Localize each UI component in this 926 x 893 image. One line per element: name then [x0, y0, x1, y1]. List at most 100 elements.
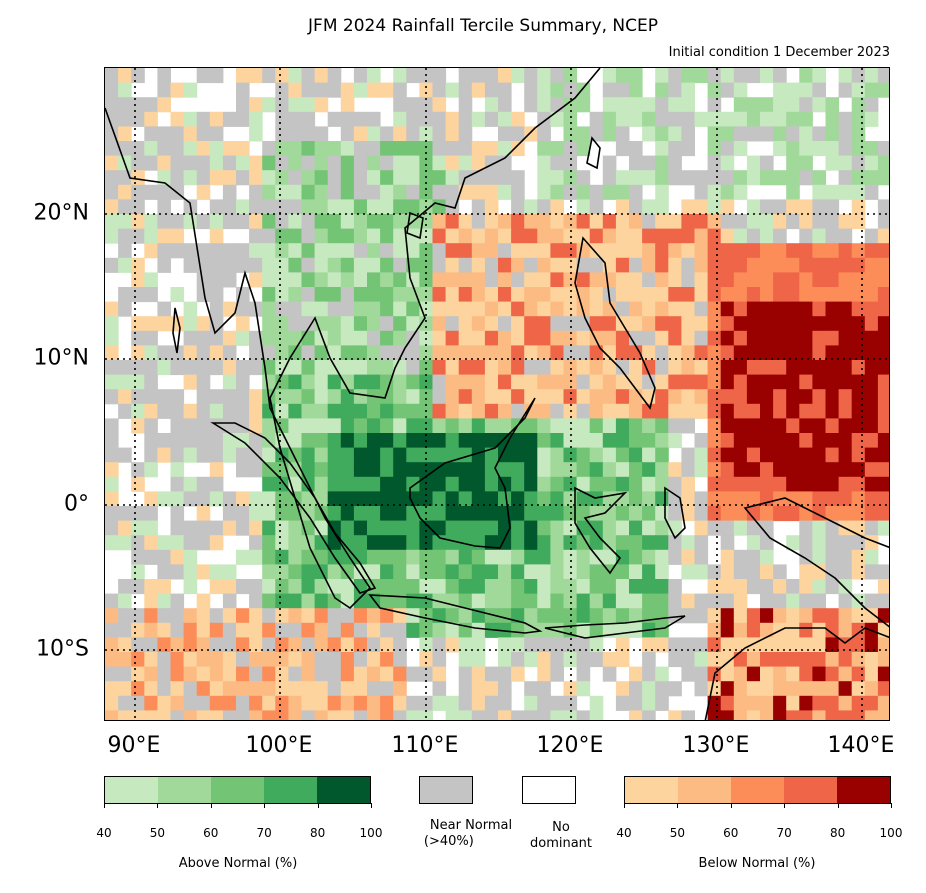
tercile-cell: [825, 228, 840, 244]
tercile-cell: [170, 141, 185, 157]
tercile-cell: [537, 228, 551, 244]
tercile-cell: [563, 491, 578, 507]
tercile-cell: [301, 301, 316, 317]
tercile-cell: [838, 622, 853, 638]
tercile-cell: [471, 462, 486, 478]
tercile-cell: [550, 330, 564, 346]
tercile-cell: [406, 403, 420, 419]
tercile-cell: [655, 316, 669, 332]
tercile-cell: [406, 170, 420, 186]
tercile-cell: [799, 316, 813, 332]
tercile-cell: [471, 257, 486, 273]
tercile-cell: [340, 681, 355, 697]
tercile-cell: [471, 652, 486, 668]
tercile-cell: [432, 403, 447, 419]
tercile-cell: [812, 637, 826, 653]
tercile-cell: [327, 637, 342, 653]
tercile-cell: [524, 82, 538, 98]
tercile-cell: [222, 272, 237, 288]
tercile-cell: [629, 535, 643, 551]
tercile-cell: [275, 476, 289, 492]
tercile-cell: [629, 141, 643, 157]
tercile-cell: [340, 97, 355, 113]
tercile-cell: [157, 360, 171, 376]
tercile-cell: [209, 608, 224, 624]
tercile-cell: [629, 622, 643, 638]
tercile-cell: [105, 622, 119, 638]
tercile-cell: [812, 652, 826, 668]
tercile-cell: [432, 374, 447, 390]
tercile-cell: [222, 637, 237, 653]
tercile-cell: [799, 637, 813, 653]
tercile-cell: [511, 111, 525, 127]
tercile-cell: [760, 695, 774, 711]
tercile-cell: [445, 622, 460, 638]
tercile-cell: [760, 666, 774, 682]
tercile-cell: [288, 389, 302, 405]
tercile-cell: [864, 593, 879, 609]
tercile-cell: [838, 184, 853, 200]
tercile-cell: [340, 622, 355, 638]
tercile-cell: [367, 126, 381, 142]
tercile-cell: [655, 447, 669, 463]
tercile-cell: [511, 389, 525, 405]
tercile-cell: [838, 345, 853, 361]
tercile-cell: [393, 345, 407, 361]
tercile-cell: [249, 433, 263, 449]
tercile-cell: [209, 535, 224, 551]
tercile-cell: [353, 506, 368, 522]
tercile-cell: [655, 695, 669, 711]
tercile-cell: [301, 418, 316, 434]
tercile-cell: [340, 666, 355, 682]
tercile-cell: [222, 652, 237, 668]
tercile-cell: [288, 214, 302, 230]
tercile-cell: [445, 360, 460, 376]
tercile-cell: [799, 257, 813, 273]
tercile-cell: [353, 243, 368, 259]
tercile-cell: [183, 316, 198, 332]
tercile-cell: [105, 710, 119, 720]
tercile-cell: [864, 360, 879, 376]
tercile-cell: [589, 593, 604, 609]
tercile-cell: [720, 681, 735, 697]
tercile-cell: [288, 374, 302, 390]
tercile-cell: [511, 593, 525, 609]
tercile-cell: [183, 418, 198, 434]
tercile-cell: [746, 199, 761, 215]
tercile-cell: [498, 126, 512, 142]
tercile-cell: [222, 622, 237, 638]
tercile-cell: [327, 141, 342, 157]
tercile-cell: [380, 549, 394, 565]
tercile-cell: [877, 403, 889, 419]
tercile-cell: [301, 564, 316, 580]
tercile-cell: [236, 389, 250, 405]
tercile-cell: [144, 666, 158, 682]
tercile-cell: [864, 681, 879, 697]
tercile-cell: [340, 433, 355, 449]
tercile-cell: [196, 447, 211, 463]
lon-label-90e: 90°E: [107, 733, 161, 758]
tercile-cell: [733, 652, 748, 668]
tercile-cell: [471, 403, 486, 419]
tercile-cell: [851, 155, 866, 171]
tercile-cell: [655, 681, 669, 697]
tercile-cell: [602, 345, 617, 361]
tercile-cell: [445, 710, 460, 720]
tercile-cell: [629, 549, 643, 565]
tercile-cell: [733, 360, 748, 376]
new-guinea: [743, 497, 889, 628]
tercile-cell: [799, 710, 813, 720]
tercile-cell: [838, 403, 853, 419]
tercile-cell: [760, 622, 774, 638]
tercile-cell: [406, 520, 420, 536]
tercile-cell: [524, 433, 538, 449]
tercile-cell: [118, 403, 132, 419]
tercile-cell: [694, 535, 709, 551]
tercile-cell: [773, 476, 787, 492]
tercile-cell: [720, 710, 735, 720]
tercile-cell: [340, 403, 355, 419]
tercile-cell: [445, 433, 460, 449]
tercile-cell: [144, 374, 158, 390]
tercile-cell: [445, 141, 460, 157]
tercile-cell: [655, 622, 669, 638]
